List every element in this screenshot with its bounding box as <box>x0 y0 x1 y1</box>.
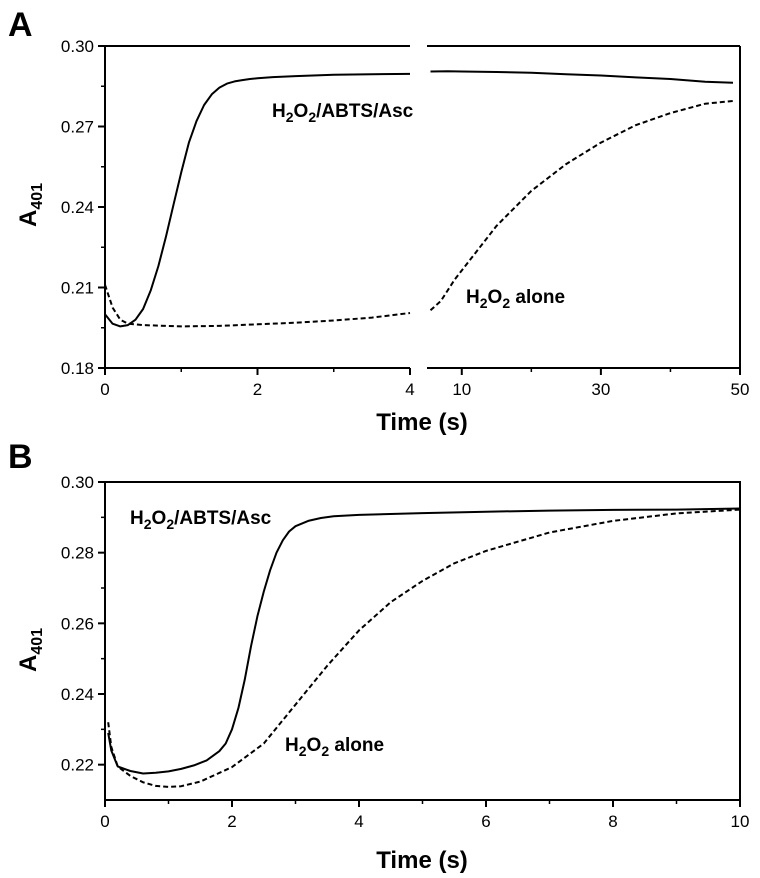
panel-b-y-axis-title-sub: 401 <box>29 628 46 655</box>
panel-a-x-tick-label: 50 <box>731 380 750 399</box>
panel-b-label-h2o2-alone: H2O2 alone <box>285 735 384 759</box>
panel-b-label-h2o2-alone-part: alone <box>329 735 384 756</box>
panel-a-series-h2o2-alone-line-right <box>429 100 734 312</box>
panel-a-x-tick-label: 4 <box>405 380 414 399</box>
panel-a-x-axis-title: Time (s) <box>376 409 468 436</box>
panel-b-y-axis-title: A401 <box>15 628 46 672</box>
panel-a-label-h2o2-alone-part: H <box>466 287 480 308</box>
panel-b-y-tick-label: 0.22 <box>61 756 94 775</box>
panel-b-y-tick-label: 0.28 <box>61 544 94 563</box>
panel-b-label-h2o2-alone-part: O <box>307 735 322 756</box>
panel-b-label-h2o2-abts-asc-part: 2 <box>166 516 174 532</box>
panel-a-y-tick-label: 0.30 <box>61 37 94 56</box>
panel-b-x-tick-label: 6 <box>481 812 490 831</box>
panel-a-x-tick-label: 0 <box>100 380 109 399</box>
panel-a-label-h2o2-abts-asc-part: O <box>294 101 309 122</box>
panel-a-series-h2o2-abts-asc-line-right <box>430 70 734 84</box>
panel-a-label-h2o2-abts-asc-part: 2 <box>286 109 294 125</box>
panel-b-label-h2o2-abts-asc-part: 2 <box>144 516 152 532</box>
panel-b-series-h2o2-alone-line <box>107 508 741 788</box>
panel-a-label-h2o2-alone-part: O <box>488 287 503 308</box>
panel-b-x-tick-label: 4 <box>354 812 363 831</box>
panel-a-series-h2o2-abts-asc-line-left <box>104 72 411 328</box>
panel-b-x-tick-label: 8 <box>608 812 617 831</box>
panel-b-y-axis-title-main: A <box>15 655 42 672</box>
panel-a-label-h2o2-alone-part: 2 <box>480 295 488 311</box>
panel-a-y-tick-label: 0.21 <box>61 279 94 298</box>
panel-a-letter: A <box>8 6 33 44</box>
panel-a-y-tick-label: 0.27 <box>61 118 94 137</box>
panel-b-y-tick-label: 0.30 <box>61 473 94 492</box>
panel-a-label-h2o2-abts-asc-part: 2 <box>308 109 316 125</box>
panel-b-plot: 0.220.240.260.280.300 2 4 6 8 10H2O2/ABTS/Asc… <box>61 473 750 831</box>
panel-b-label-h2o2-alone-part: 2 <box>321 743 329 759</box>
panel-a-y-axis-title-main: A <box>15 210 42 227</box>
panel-a-label-h2o2-alone: H2O2 alone <box>466 287 565 311</box>
panel-b-x-tick-label: 2 <box>227 812 236 831</box>
panel-b-series-h2o2-abts-asc-line <box>107 507 741 775</box>
panel-b-label-h2o2-alone-part: H <box>285 735 299 756</box>
panel-a-series-h2o2-alone-line-left <box>104 284 411 328</box>
panel-a-label-h2o2-alone-part: 2 <box>502 295 510 311</box>
panel-a-y-tick-label: 0.18 <box>61 359 94 378</box>
panel-b-x-axis-title: Time (s) <box>376 847 468 874</box>
panel-a-label-h2o2-alone-part: alone <box>510 287 565 308</box>
panel-b-label-h2o2-abts-asc-part: H <box>130 508 144 529</box>
panel-b-frame <box>104 481 741 801</box>
panel-b-y-tick-label: 0.24 <box>61 685 94 704</box>
panel-a-y-axis-title: A401 <box>15 183 46 227</box>
panel-b-label-h2o2-abts-asc-part: /ABTS/Asc <box>174 508 272 529</box>
panel-a-x-tick-label: 2 <box>253 380 262 399</box>
panel-b-y-tick-label: 0.26 <box>61 614 94 633</box>
panel-a-y-tick-label: 0.24 <box>61 198 94 217</box>
panel-b-label-h2o2-abts-asc: H2O2/ABTS/Asc <box>130 508 272 532</box>
panel-a-y-axis-title-sub: 401 <box>29 183 46 210</box>
panel-a-label-h2o2-abts-asc-part: /ABTS/Asc <box>316 101 414 122</box>
panel-b-label-h2o2-alone-part: 2 <box>299 743 307 759</box>
panel-b-x-tick-label: 0 <box>100 812 109 831</box>
panel-a-x-tick-label: 30 <box>591 380 610 399</box>
panel-a-x-tick-label: 10 <box>452 380 471 399</box>
panel-a-label-h2o2-abts-asc-part: H <box>272 101 286 122</box>
panel-b-label-h2o2-abts-asc-part: O <box>152 508 167 529</box>
panel-b-x-tick-label: 10 <box>731 812 750 831</box>
panel-a-plot: 0.180.210.240.270.300 2 4 10 30 50H2O2/ABTS/A… <box>61 37 750 399</box>
panel-a-label-h2o2-abts-asc: H2O2/ABTS/Asc <box>272 101 414 125</box>
panel-b-letter: B <box>8 438 33 476</box>
